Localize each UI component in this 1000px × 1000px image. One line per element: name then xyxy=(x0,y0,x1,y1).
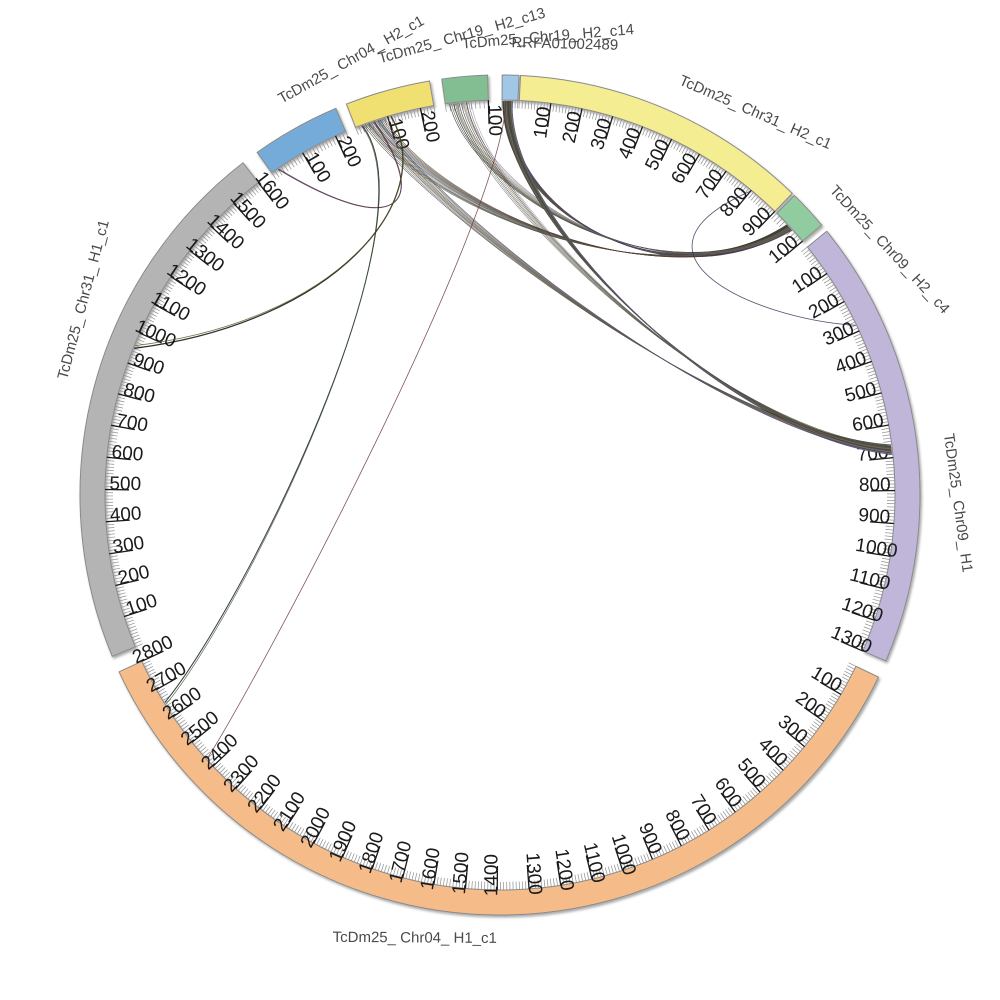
svg-text:300: 300 xyxy=(820,318,858,350)
svg-text:1300: 1300 xyxy=(828,622,875,658)
svg-text:1400: 1400 xyxy=(481,854,502,896)
svg-text:500: 500 xyxy=(843,378,879,406)
svg-text:700: 700 xyxy=(686,791,721,829)
svg-text:600: 600 xyxy=(111,442,145,466)
svg-text:500: 500 xyxy=(642,136,675,174)
svg-text:100: 100 xyxy=(301,149,335,187)
svg-text:TcDm25_ Chr04_ H1_c1: TcDm25_ Chr04_ H1_c1 xyxy=(333,929,497,947)
svg-text:600: 600 xyxy=(667,150,701,188)
svg-text:200: 200 xyxy=(805,290,843,324)
svg-text:100: 100 xyxy=(123,590,160,620)
svg-text:900: 900 xyxy=(634,820,666,857)
svg-text:100: 100 xyxy=(788,263,826,298)
svg-text:800: 800 xyxy=(716,183,752,221)
svg-text:1200: 1200 xyxy=(839,594,886,627)
svg-text:300: 300 xyxy=(111,533,145,558)
svg-text:1700: 1700 xyxy=(386,839,417,885)
svg-text:TcDm25_ Chr09_ H1: TcDm25_ Chr09_ H1 xyxy=(940,432,976,573)
svg-text:400: 400 xyxy=(832,348,869,378)
svg-text:1500: 1500 xyxy=(449,851,474,895)
svg-text:700: 700 xyxy=(115,410,150,436)
svg-text:400: 400 xyxy=(754,734,791,771)
svg-text:1100: 1100 xyxy=(579,840,609,885)
svg-text:600: 600 xyxy=(850,410,885,436)
svg-text:1800: 1800 xyxy=(355,829,389,876)
svg-text:200: 200 xyxy=(559,109,586,144)
svg-text:200: 200 xyxy=(416,109,443,144)
svg-text:1100: 1100 xyxy=(147,288,193,326)
svg-text:400: 400 xyxy=(109,503,142,526)
svg-text:300: 300 xyxy=(587,116,616,152)
svg-text:100: 100 xyxy=(530,105,555,139)
svg-text:800: 800 xyxy=(121,379,157,407)
svg-text:1300: 1300 xyxy=(521,852,545,896)
svg-text:200: 200 xyxy=(333,133,365,171)
svg-text:500: 500 xyxy=(109,474,141,495)
svg-text:1600: 1600 xyxy=(417,846,445,891)
svg-text:800: 800 xyxy=(859,475,891,496)
svg-text:1000: 1000 xyxy=(607,831,640,878)
svg-text:900: 900 xyxy=(858,505,891,528)
svg-text:100: 100 xyxy=(807,662,845,696)
svg-text:600: 600 xyxy=(710,774,746,812)
svg-text:300: 300 xyxy=(774,711,812,747)
svg-text:900: 900 xyxy=(130,349,167,379)
svg-text:200: 200 xyxy=(116,562,152,590)
